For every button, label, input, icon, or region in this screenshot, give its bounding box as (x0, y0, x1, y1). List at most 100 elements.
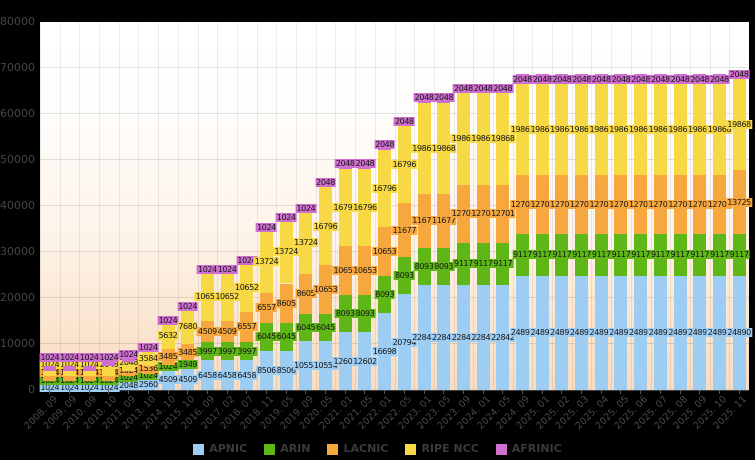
bar-segment-arin (417, 247, 431, 285)
bar-segment-ripe-ncc (555, 83, 569, 176)
legend-item-ripe-ncc[interactable]: RIPE NCC (405, 443, 479, 455)
y-tick-label: 10000 (0, 337, 35, 350)
bar-segment-ripe-ncc (673, 83, 687, 176)
bar-segment-ripe-ncc (141, 349, 155, 367)
x-axis-tick (226, 390, 228, 394)
legend-swatch (193, 443, 205, 455)
legend-item-afrinic[interactable]: AFRINIC (495, 442, 562, 455)
y-tick-label: 40000 (0, 199, 35, 212)
gridline-x (433, 22, 435, 390)
gridline-x (374, 22, 376, 390)
y-tick-label: 30000 (0, 245, 35, 258)
x-axis-tick (147, 390, 149, 394)
bar-segment-lacnic (279, 283, 293, 324)
bar-segment-apnic (220, 360, 234, 390)
gridline-x (670, 22, 672, 390)
y-tick-label: 50000 (0, 153, 35, 166)
gridline-x (236, 22, 238, 390)
x-axis-tick (246, 390, 248, 394)
bar-segment-afrinic (397, 116, 411, 127)
bar-segment-ripe-ncc (693, 83, 707, 176)
bar-segment-arin (141, 373, 155, 379)
bar-segment-lacnic (378, 226, 392, 276)
legend-item-apnic[interactable]: APNIC (193, 443, 247, 455)
bar-segment-apnic (161, 369, 175, 390)
bar-segment-ripe-ncc (732, 79, 746, 171)
bar-segment-lacnic (555, 175, 569, 234)
bar-segment-lacnic (575, 175, 589, 234)
gridline-y (40, 205, 749, 206)
x-axis-tick (69, 390, 71, 394)
bar-segment-ripe-ncc (200, 272, 214, 322)
bar-segment-arin (279, 323, 293, 351)
legend-label: ARIN (280, 442, 311, 455)
bar-segment-arin (378, 275, 392, 314)
legend-item-arin[interactable]: ARIN (264, 443, 310, 455)
gridline-x (40, 22, 41, 390)
bar-segment-afrinic (555, 74, 569, 84)
x-axis-tick (384, 390, 386, 394)
bar-segment-lacnic (161, 348, 175, 365)
gridline-x (414, 22, 416, 390)
gridline-y (40, 113, 749, 114)
bar-segment-ripe-ncc (476, 93, 490, 185)
bar-segment-afrinic (378, 140, 392, 150)
bar-value-label: 1024 (78, 352, 100, 362)
x-axis-tick (541, 390, 543, 394)
bar-segment-arin (181, 360, 195, 370)
bar-segment-afrinic (594, 74, 608, 84)
bar-segment-ripe-ncc (319, 187, 333, 265)
bar-segment-lacnic (338, 245, 352, 295)
bar-segment-arin (161, 364, 175, 370)
bar-segment-apnic (535, 275, 549, 390)
bar-segment-arin (476, 243, 490, 285)
gridline-x (394, 22, 396, 390)
bar-segment-afrinic (516, 74, 529, 84)
gridline-x (749, 22, 750, 390)
legend-label: AFRINIC (511, 442, 562, 455)
x-axis-tick (462, 390, 464, 394)
bar-segment-ripe-ncc (43, 371, 57, 376)
x-axis-tick (344, 390, 346, 394)
x-axis-tick (561, 390, 563, 394)
x-axis-tick (423, 390, 425, 394)
bar-segment-afrinic (456, 83, 470, 94)
bar-segment-lacnic (673, 175, 687, 234)
bar-segment-apnic (732, 275, 746, 390)
bar-segment-afrinic (712, 74, 726, 84)
bar-segment-lacnic (141, 366, 155, 374)
bar-segment-arin (299, 313, 313, 342)
gridline-x (276, 22, 278, 390)
bar-segment-arin (122, 375, 136, 381)
bar-segment-apnic (437, 284, 451, 390)
bar-segment-apnic (141, 378, 155, 390)
bar-value-label: 1024 (39, 352, 61, 362)
bar-segment-afrinic (220, 267, 234, 273)
x-axis-tick (640, 390, 642, 394)
legend-item-lacnic[interactable]: LACNIC (327, 443, 388, 455)
bar-segment-apnic (456, 284, 470, 390)
gridline-y (40, 67, 749, 68)
bar-segment-arin (555, 233, 569, 276)
bar-segment-lacnic (200, 321, 214, 342)
bar-segment-arin (437, 247, 451, 285)
gridline-x (709, 22, 711, 390)
bar-segment-apnic (200, 360, 214, 390)
bar-segment-apnic (693, 275, 707, 390)
x-axis-tick (305, 390, 307, 394)
bar-segment-ripe-ncc (594, 83, 608, 176)
bar-segment-ripe-ncc (63, 371, 77, 376)
bar-segment-lacnic (181, 344, 195, 361)
bar-segment-lacnic (693, 175, 707, 234)
bar-segment-afrinic (693, 74, 707, 84)
gridline-x (79, 22, 81, 390)
gridline-x (689, 22, 691, 390)
bar-segment-apnic (673, 275, 687, 390)
bar-segment-apnic (614, 275, 628, 390)
y-tick-label: 60000 (0, 107, 35, 120)
x-axis-tick (620, 390, 622, 394)
bar-segment-apnic (653, 275, 667, 390)
bar-segment-apnic (181, 369, 195, 390)
bar-segment-afrinic (319, 177, 333, 188)
bar-segment-ripe-ncc (535, 83, 549, 176)
